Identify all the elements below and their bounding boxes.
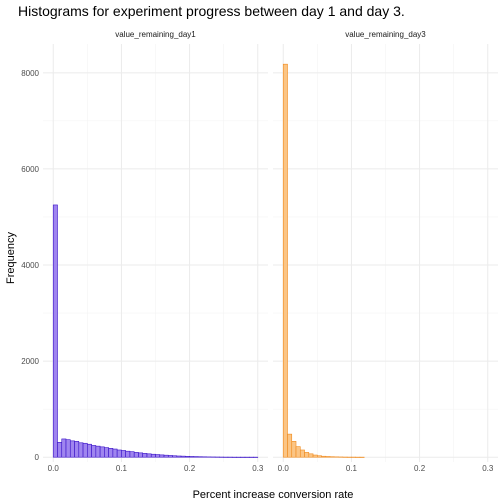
histogram-bar [167, 455, 173, 458]
histogram-bar [325, 456, 331, 458]
histogram-bar [299, 449, 305, 458]
histogram-bars [282, 63, 365, 458]
x-tick-label: 0.1 [116, 464, 128, 473]
histogram-bar [91, 445, 97, 458]
histogram-bar [125, 450, 131, 458]
x-tick-label: 0.2 [414, 464, 426, 473]
histogram-bar [159, 454, 165, 458]
histogram-bar [104, 447, 109, 458]
x-tick-label: 0.0 [278, 464, 290, 473]
histogram-bar [193, 456, 199, 458]
histogram-bar [163, 454, 169, 458]
panel-value_remaining_day1: value_remaining_day1 0.0 0.1 0.2 0.3 [43, 30, 268, 473]
facet-strip-label: value_remaining_day1 [115, 30, 196, 39]
histogram-bar [108, 448, 114, 458]
y-tick-label: 4000 [21, 261, 39, 270]
x-tick-label: 0.3 [252, 464, 264, 473]
histogram-bar [57, 442, 63, 458]
facet-strip-label: value_remaining_day3 [345, 30, 426, 39]
histogram-bar [295, 446, 301, 458]
histogram-bar [304, 452, 310, 458]
histogram-bar [74, 441, 80, 458]
x-axis-label: Percent increase conversion rate [193, 489, 354, 501]
histogram-bar [308, 453, 314, 458]
histogram-bar [52, 204, 58, 458]
histogram-bar [146, 453, 152, 458]
histogram-bar [180, 455, 186, 458]
chart-title: Histograms for experiment progress betwe… [18, 3, 405, 19]
histogram-bar [312, 454, 318, 458]
histogram-bar [321, 455, 327, 458]
histogram-bar [116, 449, 122, 458]
histogram-bar [82, 442, 88, 458]
histogram-bar [121, 450, 126, 458]
histogram-bar [61, 438, 67, 458]
histogram-bar [142, 453, 148, 458]
histogram-bar [112, 448, 118, 458]
histogram-bar [69, 440, 75, 458]
x-tick-label: 0.1 [346, 464, 358, 473]
histogram-bar [150, 453, 156, 458]
x-tick-label: 0.0 [48, 464, 60, 473]
histogram-bar [282, 63, 288, 458]
histogram-bar [176, 455, 182, 458]
histogram-bar [87, 443, 92, 458]
y-tick-label: 8000 [21, 69, 39, 78]
histogram-bars [52, 204, 259, 458]
x-tick-label: 0.2 [184, 464, 196, 473]
histogram-bar [185, 456, 190, 458]
panel-gridlines [273, 44, 498, 462]
histogram-bar [78, 442, 84, 458]
histogram-bar [287, 433, 293, 458]
y-tick-label: 6000 [21, 165, 39, 174]
panel-gridlines [43, 44, 268, 462]
histogram-bar [138, 452, 144, 458]
y-tick-label: 0 [35, 453, 40, 462]
histogram-bar [189, 456, 195, 458]
histogram-bar [95, 445, 101, 458]
histogram-bar [133, 452, 139, 458]
panel-value_remaining_day3: value_remaining_day3 0.0 0.1 0.2 0.3 [273, 30, 498, 473]
histogram-bar [155, 454, 161, 458]
histogram-bar [65, 439, 71, 458]
histogram-bar [99, 446, 105, 458]
y-axis-label: Frequency [5, 232, 17, 284]
histogram-bar [129, 451, 135, 458]
histogram-bar [172, 455, 178, 458]
y-axis-ticks: 0 2000 4000 6000 8000 [21, 69, 39, 462]
x-tick-label: 0.3 [482, 464, 494, 473]
histogram-bar [291, 441, 297, 458]
histogram-bar [317, 455, 322, 458]
y-tick-label: 2000 [21, 357, 39, 366]
